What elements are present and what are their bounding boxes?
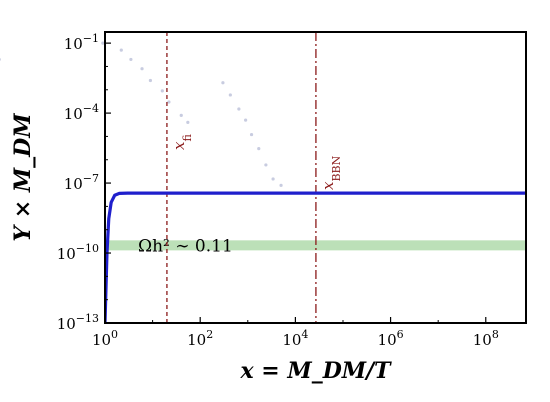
abundance-line xyxy=(105,191,526,323)
background-point xyxy=(140,67,144,71)
relic-density-label: Ωh² ∼ 0.11 xyxy=(138,236,233,256)
background-point xyxy=(179,113,183,117)
relic-density-band xyxy=(105,240,526,251)
y-tick-label: 10−4 xyxy=(64,102,99,123)
background-point xyxy=(129,57,133,62)
reference-lines-layer: xfi xBBN xyxy=(166,32,343,323)
background-point xyxy=(228,93,232,97)
y-tick-label: 10−1 xyxy=(64,32,99,53)
x-axis-label: x = M_DM/T xyxy=(239,358,392,384)
background-point xyxy=(264,163,268,167)
x-tick-label: 108 xyxy=(473,328,499,349)
x-tick-label: 104 xyxy=(282,328,308,349)
y-tick-label: 10−7 xyxy=(64,172,99,193)
y-axis-label: Y × M_DM xyxy=(10,113,36,242)
x-tick-label: 106 xyxy=(378,328,404,349)
series-layer xyxy=(105,191,526,323)
x-tick-label: 102 xyxy=(187,328,213,349)
background-point xyxy=(0,58,1,61)
ticks-layer: 100 102 104 106 108 10−13 10−10 10−7 10−4 10−1 xyxy=(57,32,499,349)
background-point xyxy=(119,48,123,52)
plot-frame xyxy=(104,31,527,324)
background-point xyxy=(244,118,248,122)
background-point xyxy=(257,147,261,151)
bbn-label: xBBN xyxy=(319,155,343,190)
background-scatter-layer xyxy=(0,41,283,187)
y-tick-label: 10−10 xyxy=(57,242,99,263)
background-point xyxy=(237,107,241,111)
relic-density-band-layer: Ωh² ∼ 0.11 xyxy=(105,236,526,256)
x-tick-label: 100 xyxy=(92,328,118,349)
freeze-in-label: xfi xyxy=(170,134,194,150)
background-point xyxy=(148,78,153,83)
background-point xyxy=(160,89,164,93)
background-point xyxy=(271,177,275,181)
y-tick-label: 10−13 xyxy=(57,312,99,333)
background-point xyxy=(167,100,171,104)
background-point xyxy=(221,81,225,85)
background-point xyxy=(101,41,105,45)
background-point xyxy=(186,120,190,124)
background-point xyxy=(279,183,283,187)
background-point xyxy=(249,132,254,137)
